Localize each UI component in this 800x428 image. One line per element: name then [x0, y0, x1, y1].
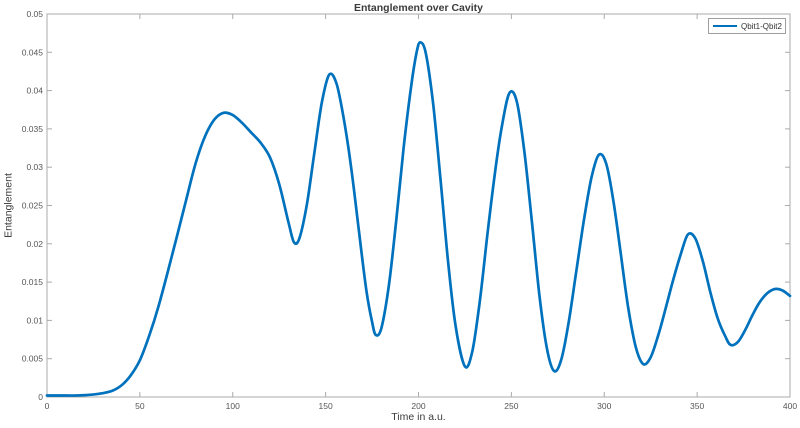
y-tick-label: 0.03 — [26, 162, 43, 172]
x-tick-label: 350 — [690, 401, 704, 411]
y-tick-label: 0.025 — [22, 201, 44, 211]
x-tick-label: 300 — [597, 401, 611, 411]
y-tick-label: 0.015 — [22, 277, 44, 287]
y-tick-label: 0.01 — [26, 315, 43, 325]
y-tick-label: 0.05 — [26, 9, 43, 19]
x-tick-label: 400 — [783, 401, 797, 411]
legend-entry-label: Qbit1-Qbit2 — [741, 21, 782, 31]
y-tick-label: 0.04 — [26, 86, 43, 96]
y-tick-label: 0.045 — [22, 47, 44, 57]
chart-title: Entanglement over Cavity — [354, 2, 483, 14]
series-line-Qbit1-Qbit2 — [45, 40, 792, 397]
y-tick-label: 0 — [38, 392, 43, 402]
x-tick-label: 200 — [411, 401, 425, 411]
y-tick-label: 0.035 — [22, 124, 44, 134]
x-axis-label: Time in a.u. — [391, 411, 446, 423]
x-tick-label: 50 — [135, 401, 145, 411]
y-tick-label: 0.02 — [26, 239, 43, 249]
y-tick-label: 0.005 — [22, 354, 44, 364]
x-tick-label: 0 — [45, 401, 50, 411]
y-axis-label: Entanglement — [2, 173, 15, 238]
x-tick-label: 100 — [226, 401, 240, 411]
legend: Qbit1-Qbit2 — [708, 18, 786, 34]
x-tick-label: 250 — [504, 401, 518, 411]
axes-box — [46, 13, 791, 398]
legend-line-sample — [713, 24, 737, 28]
x-tick-label: 150 — [319, 401, 333, 411]
